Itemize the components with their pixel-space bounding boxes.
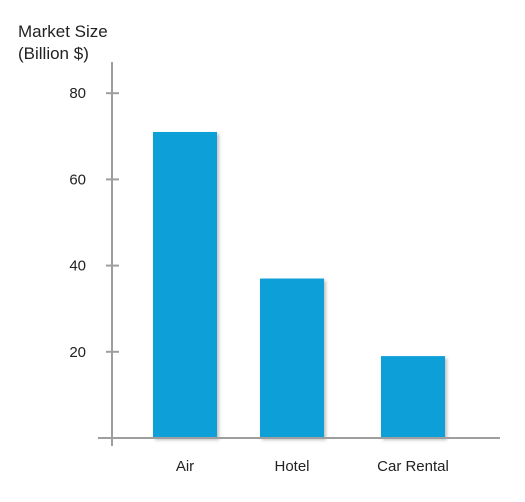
x-axis-categories: Air Hotel Car Rental [176, 458, 449, 475]
bar-hotel [260, 278, 324, 438]
x-category-label: Hotel [274, 458, 309, 475]
y-tick-label: 20 [69, 344, 86, 361]
x-category-label: Car Rental [377, 458, 449, 475]
y-tick-label: 60 [69, 171, 86, 188]
y-axis-label-line-1: Market Size [18, 22, 108, 41]
bar-air [153, 131, 217, 439]
y-axis-ticks: 20 40 60 80 [69, 85, 119, 361]
bar-car-rental [381, 356, 445, 438]
y-tick-label: 80 [69, 85, 86, 102]
bars [153, 131, 445, 439]
x-category-label: Air [176, 458, 194, 475]
y-tick-label: 40 [69, 258, 86, 275]
y-axis-label-line-2: (Billion $) [18, 44, 89, 63]
